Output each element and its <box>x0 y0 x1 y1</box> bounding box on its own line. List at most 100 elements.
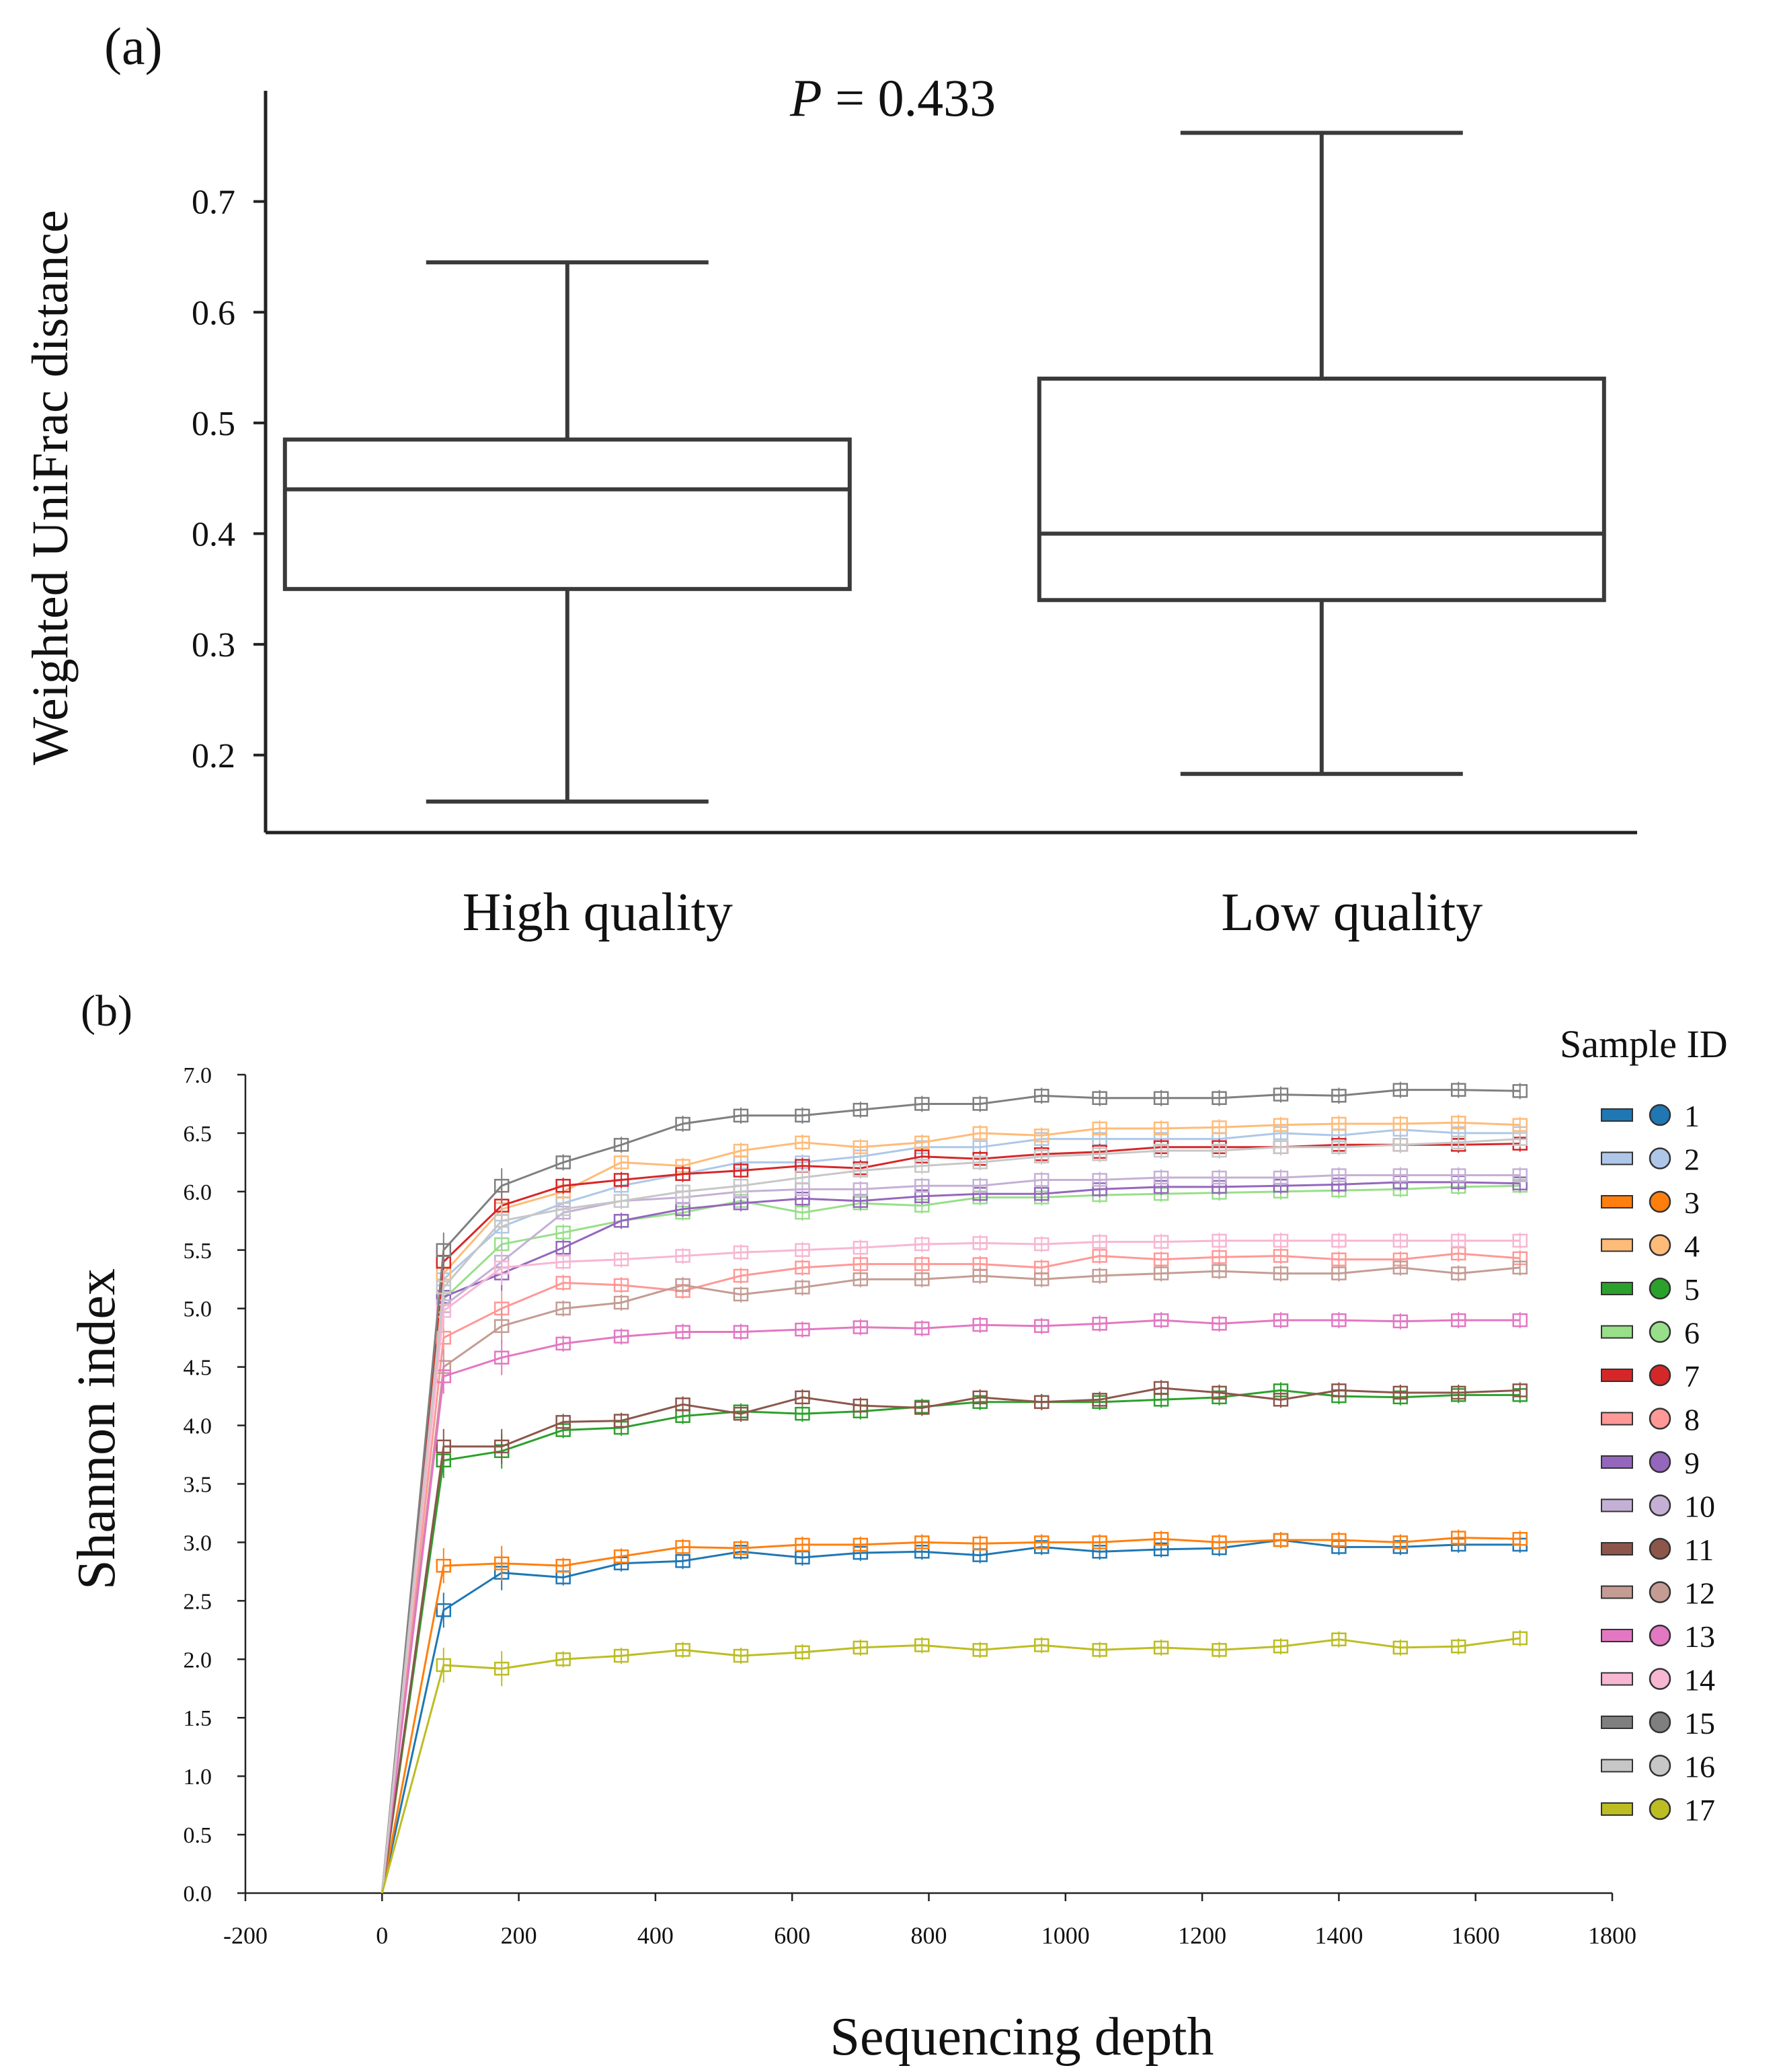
series-line <box>381 1174 1520 1894</box>
data-marker <box>493 1260 510 1275</box>
series-8 <box>381 1245 1528 1894</box>
legend-label: 3 <box>1684 1186 1700 1220</box>
data-marker <box>1212 1643 1227 1657</box>
data-marker <box>436 1330 452 1345</box>
data-marker <box>1512 1313 1528 1328</box>
legend-swatch <box>1601 1672 1633 1686</box>
legend-swatch <box>1601 1195 1633 1208</box>
y-tick-label: 6.5 <box>184 1122 212 1147</box>
data-marker <box>555 1301 571 1315</box>
panel-b-y-ticks: 0.0 0.5 1.0 1.5 2.0 2.5 3.0 3.5 4.0 4.5 5.0 5.5 6.0 6… <box>184 1063 245 1907</box>
data-marker <box>733 1178 749 1193</box>
y-tick-label: 0.4 <box>192 516 235 554</box>
data-marker <box>1212 1170 1227 1185</box>
data-marker <box>1153 1381 1169 1395</box>
y-tick-label: 5.5 <box>184 1239 212 1264</box>
panel-b-line-chart: (b) Shannon index Sequencing depth 0.00.… <box>67 987 1728 2067</box>
data-marker <box>733 1245 749 1260</box>
data-marker <box>613 1414 629 1428</box>
data-marker <box>795 1390 810 1405</box>
data-marker <box>1033 1638 1050 1652</box>
data-marker <box>1392 1233 1409 1248</box>
data-marker <box>1153 1266 1169 1280</box>
series-line <box>381 1138 1520 1894</box>
data-marker <box>1273 1266 1289 1280</box>
legend-swatch <box>1601 1802 1633 1816</box>
data-marker <box>853 1272 869 1287</box>
data-marker <box>1392 1168 1409 1182</box>
legend-item-10: 10 <box>1601 1490 1715 1524</box>
data-marker <box>1092 1535 1107 1549</box>
panel-a-x-labels: High quality Low quality <box>463 883 1483 942</box>
data-marker <box>914 1257 930 1271</box>
data-marker <box>914 1097 930 1111</box>
data-marker <box>555 1558 571 1573</box>
legend-swatch <box>1601 1151 1633 1165</box>
x-tick-label: 800 <box>911 1922 947 1949</box>
data-marker <box>1392 1385 1409 1400</box>
data-marker <box>555 1276 571 1290</box>
y-tick-label: 0.2 <box>192 737 235 775</box>
data-marker <box>675 1397 690 1412</box>
data-marker <box>795 1280 810 1295</box>
data-marker <box>733 1648 749 1663</box>
p-value-text: = 0.433 <box>822 69 996 127</box>
y-tick-label: 0.7 <box>192 184 235 222</box>
legend-label: 9 <box>1684 1446 1700 1480</box>
data-marker <box>675 1184 690 1199</box>
data-marker <box>613 1252 629 1266</box>
panel-b-y-axis-title: Shannon index <box>67 1268 126 1590</box>
legend-swatch <box>1601 1542 1633 1556</box>
data-marker <box>613 1278 629 1293</box>
data-marker <box>1212 1233 1227 1248</box>
iqr-box <box>1037 377 1606 603</box>
legend-item-14: 14 <box>1601 1663 1715 1697</box>
data-marker <box>1033 1535 1050 1549</box>
data-marker <box>1153 1640 1169 1655</box>
data-marker <box>1331 1383 1347 1397</box>
legend-item-2: 2 <box>1601 1143 1700 1177</box>
data-marker <box>1153 1531 1169 1546</box>
data-marker <box>733 1406 749 1421</box>
data-marker <box>1033 1128 1050 1143</box>
y-tick-label: 6.0 <box>184 1180 212 1205</box>
data-marker <box>436 1558 452 1573</box>
legend-swatch <box>1601 1498 1633 1512</box>
data-marker <box>1392 1535 1409 1549</box>
y-tick-label: 1.0 <box>184 1765 212 1790</box>
data-marker <box>675 1643 690 1657</box>
series-12 <box>381 1259 1528 1894</box>
data-marker <box>972 1643 988 1657</box>
legend-swatch <box>1601 1108 1633 1122</box>
data-marker <box>613 1194 629 1208</box>
legend-dot <box>1649 1104 1671 1126</box>
data-marker <box>1451 1135 1466 1150</box>
data-marker <box>555 1336 571 1351</box>
data-marker <box>972 1178 988 1193</box>
legend-dot <box>1649 1408 1671 1430</box>
data-marker <box>733 1268 749 1283</box>
legend-item-6: 6 <box>1601 1316 1700 1350</box>
data-marker <box>1273 1140 1289 1155</box>
data-marker <box>555 1178 571 1193</box>
data-marker <box>914 1321 930 1336</box>
data-marker <box>1451 1116 1466 1130</box>
data-marker <box>493 1178 510 1193</box>
panel-a-box-plot: (a) P = 0.433 Weighted UniFrac distance … <box>22 17 1637 942</box>
legend-swatch <box>1601 1325 1633 1339</box>
legend-swatch <box>1601 1629 1633 1642</box>
legend-dot <box>1649 1668 1671 1690</box>
series-line <box>381 1239 1520 1894</box>
panel-b-label: (b) <box>81 987 132 1036</box>
y-tick-label: 0.3 <box>192 626 235 664</box>
series-line <box>381 1181 1520 1894</box>
data-marker <box>1451 1168 1466 1182</box>
legend-item-11: 11 <box>1601 1533 1714 1567</box>
data-marker <box>493 1319 510 1334</box>
data-marker <box>1331 1168 1347 1182</box>
y-tick-label: 7.0 <box>184 1063 212 1088</box>
series-11 <box>381 1379 1528 1894</box>
data-marker <box>853 1163 869 1178</box>
data-marker <box>1451 1531 1466 1545</box>
y-tick-label: 4.5 <box>184 1356 212 1381</box>
